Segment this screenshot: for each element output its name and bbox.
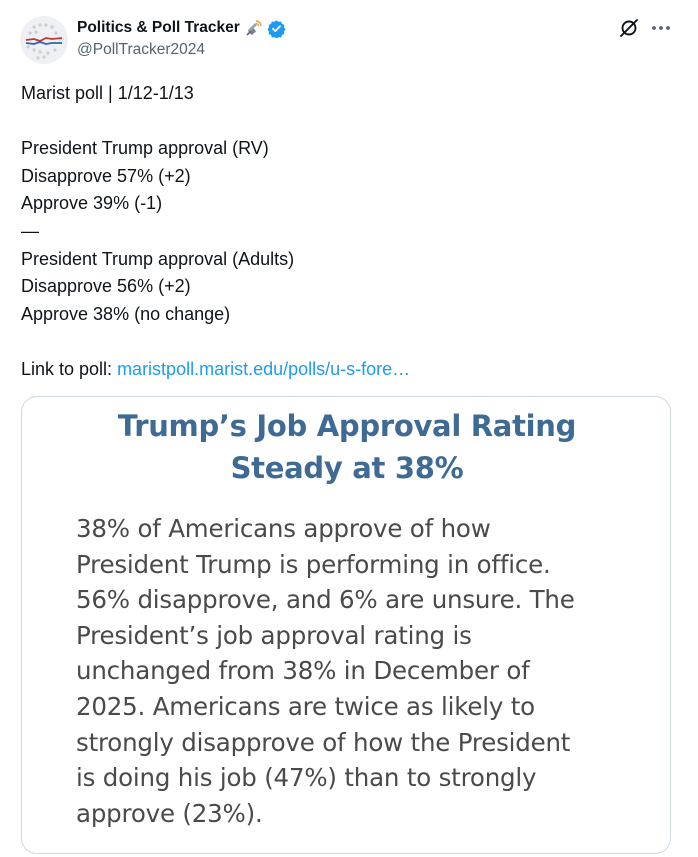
- author-handle[interactable]: @PollTracker2024: [77, 41, 206, 58]
- tweet-line: Disapprove 57% (+2): [21, 165, 191, 186]
- tweet-line: President Trump approval (RV): [21, 138, 269, 159]
- card-body-line: 38% of Americans approve of how: [76, 514, 491, 543]
- card-body-line: is doing his job (47%) than to strongly: [76, 763, 537, 793]
- card-body-line: strongly disapprove of how the President: [76, 727, 571, 757]
- link-prefix: Link to poll:: [21, 358, 118, 379]
- tweet-blank-line: [21, 328, 671, 356]
- satellite-antenna-icon: [245, 19, 263, 37]
- poll-link[interactable]: maristpoll.marist.edu/polls/u-s-fore…: [117, 358, 411, 379]
- tweet-line: —: [21, 220, 39, 241]
- card-title-line: Steady at 38%: [230, 451, 464, 485]
- tweet-line: Approve 39% (-1): [21, 193, 163, 214]
- grok-icon[interactable]: [618, 17, 640, 39]
- author-name-row: Politics & Poll Tracker: [77, 17, 286, 39]
- author-display-name[interactable]: Politics & Poll Tracker: [77, 19, 240, 36]
- card-body-line: 2025. Americans are twice as likely to: [76, 691, 535, 721]
- tweet-line: Approve 38% (no change): [21, 303, 231, 324]
- tweet-link-line: Link to poll: maristpoll.marist.edu/poll…: [21, 356, 671, 384]
- tweet-line: President Trump approval (Adults): [21, 248, 295, 269]
- card-body-line: approve (23%).: [76, 798, 263, 828]
- card-title: Trump’s Job Approval Rating Steady at 38…: [22, 405, 670, 489]
- card-body-line: unchanged from 38% in December of: [76, 656, 530, 686]
- card-body: 38% of Americans approve of how Presiden…: [76, 511, 636, 831]
- card-body-line: 56% disapprove, and 6% are unsure. The: [76, 585, 575, 615]
- tweet-text: Marist poll | 1/12-1/13 President Trump …: [21, 80, 671, 384]
- tweet-blank-line: [21, 108, 671, 136]
- avatar[interactable]: [20, 16, 68, 64]
- card-title-line: Trump’s Job Approval Rating: [117, 409, 577, 443]
- poll-image-card[interactable]: Trump’s Job Approval Rating Steady at 38…: [21, 396, 671, 854]
- card-body-line: President’s job approval rating is: [76, 620, 472, 650]
- tweet-line: Disapprove 56% (+2): [21, 276, 191, 297]
- more-options-icon[interactable]: [650, 18, 672, 38]
- verified-badge-icon[interactable]: [267, 19, 286, 39]
- tweet-line: Marist poll | 1/12-1/13: [21, 83, 194, 103]
- card-body-line: President Trump is performing in office.: [76, 549, 551, 579]
